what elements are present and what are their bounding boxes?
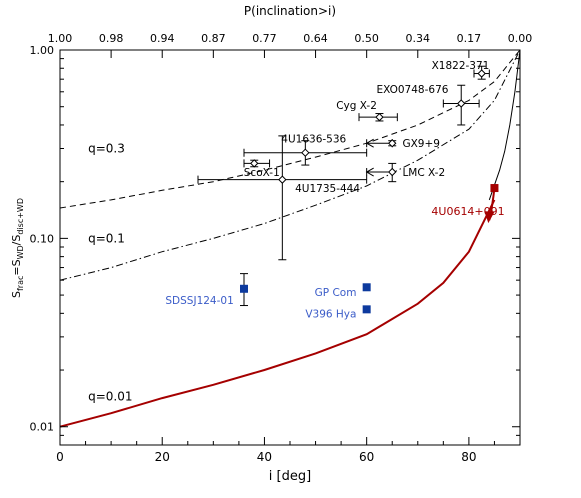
data-point-black [278, 175, 287, 184]
data-point-blue [362, 283, 371, 292]
y-label-sub2: WD [16, 245, 25, 259]
top-tick-label: 0.87 [201, 32, 226, 45]
y-tick-label: 0.01 [30, 421, 55, 434]
data-label-black: EXO0748-676 [376, 84, 448, 96]
data-point-red [490, 184, 499, 193]
data-label-black: 4U1636-536 [281, 133, 346, 145]
top-tick-label: 0.17 [457, 32, 482, 45]
top-tick-label: 0.00 [508, 32, 533, 45]
data-label-blue: V396 Hya [305, 308, 356, 320]
top-axis-label: P(inclination>i) [244, 4, 336, 18]
y-tick-label: 1.00 [30, 44, 55, 57]
upper-limit-arrow [365, 138, 374, 148]
data-label-black: GX9+9 [402, 138, 440, 150]
red-arrow-head [484, 211, 495, 224]
axes-layer: 0 20 40 60 80 1.00 0.98 0.94 0.87 0.77 0.64 0.50 0.3… [30, 32, 533, 464]
curve-q-0-3 [59, 49, 521, 209]
data-label-blue: SDSSJ124-01 [165, 295, 233, 307]
data-point-black [388, 139, 397, 148]
y-label-sub3: disc+WD [16, 198, 25, 235]
curve-label: q=0.3 [88, 141, 125, 155]
curve-q-0-1 [59, 49, 521, 281]
data-label-black: 4U1735-444 [295, 183, 360, 195]
data-point-blue [240, 284, 248, 293]
top-tick-label: 0.98 [99, 32, 124, 45]
y-label-mid: =S [10, 259, 23, 275]
y-label-sub1: frac [16, 276, 25, 291]
data-point-black [250, 159, 259, 168]
x-axis-label: i [deg] [269, 469, 311, 484]
top-tick-label: 0.34 [406, 32, 431, 45]
curve-label: q=0.1 [88, 231, 125, 245]
curve-red-track [59, 199, 496, 428]
y-label-sep: /S [10, 235, 23, 246]
upper-limit-arrow [365, 167, 374, 177]
top-tick-label: 0.77 [252, 32, 277, 45]
data-point-black [477, 69, 486, 78]
top-tick-label: 0.94 [150, 32, 175, 45]
x-tick-label: 20 [155, 450, 170, 464]
data-point-blue [362, 305, 371, 314]
curve-label: q=0.01 [88, 389, 132, 403]
x-tick-label: 60 [359, 450, 374, 464]
marks-layer: X1822-371 EXO0748-676 Cyg X-2 GX9+9 4U1636-5… [165, 60, 504, 320]
data-point-black [301, 148, 310, 157]
x-tick-label: 80 [461, 450, 476, 464]
data-point-black [375, 112, 384, 122]
y-label-main: S [10, 291, 23, 298]
x-tick-label: 40 [257, 450, 272, 464]
data-label-black: X1822-371 [432, 60, 490, 72]
y-tick-label: 0.10 [30, 232, 55, 245]
y-axis-label: Sfrac=SWD/Sdisc+WD [10, 198, 25, 298]
data-label-black: Cyg X-2 [336, 100, 377, 112]
top-tick-label: 1.00 [48, 32, 73, 45]
curves-layer: q=0.3 q=0.1 q=0.01 [59, 49, 521, 428]
data-label-black: ScoX-1 [244, 167, 280, 179]
data-point-black [388, 167, 397, 177]
top-tick-label: 0.50 [354, 32, 379, 45]
data-point-black [457, 99, 466, 108]
top-tick-label: 0.64 [303, 32, 328, 45]
curve-q-0-01 [488, 49, 521, 201]
data-label-red: 4U0614+091 [431, 205, 504, 218]
data-label-blue: GP Com [315, 287, 357, 299]
data-label-black: LMC X-2 [402, 167, 445, 179]
x-tick-label: 0 [56, 450, 64, 464]
